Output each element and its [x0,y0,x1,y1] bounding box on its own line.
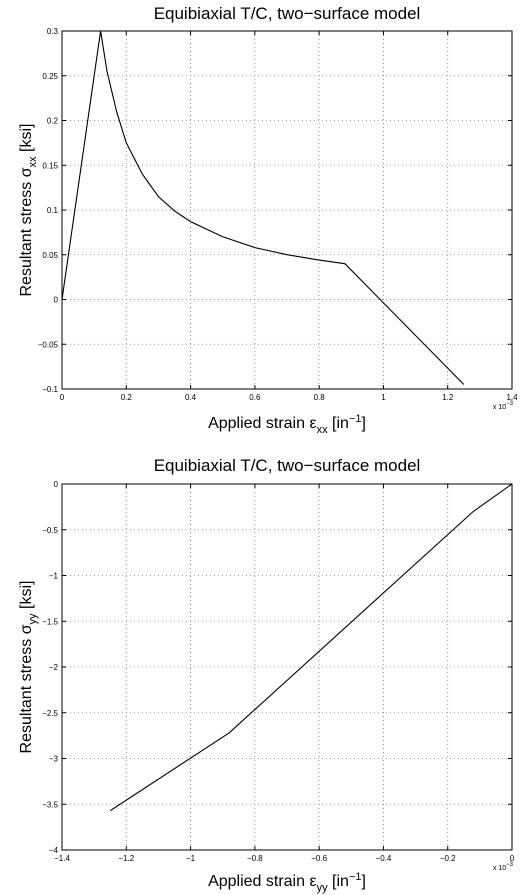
chart-1-y-tick-label: −0.05 [38,340,59,349]
chart-2-y-axis-label: Resultant stress σyy [ksi] [18,581,39,754]
chart-2-y-tick-label: −3.5 [42,800,58,809]
chart-1-y-tick-label: 0.1 [47,206,59,215]
chart-2-x-tick-label: −1 [186,854,196,863]
chart-1-x-tick-label: 0 [60,393,65,402]
chart-2-y-tick-label: −4 [49,846,59,855]
chart-1-y-axis-label: Resultant stress σxx [ksi] [18,124,39,297]
chart-1-y-tick-label: 0.25 [42,72,58,81]
chart-1-x-axis-label-unit: [in [328,415,349,432]
chart-1-y-axis-label-subscript: xx [27,156,39,168]
chart-1-x-multiplier-base: x 10 [493,404,506,411]
chart-1-y-tick-label: 0.2 [47,117,59,126]
chart-1-x-axis-label-superscript: −1 [349,413,362,425]
chart-2-x-tick-label: −1.4 [54,854,70,863]
chart-1-x-tick-label: 0.2 [121,393,133,402]
chart-2-x-multiplier-exponent: −3 [506,862,514,868]
chart-2-y-tick-label: −0.5 [42,526,58,535]
chart-2-y-tick-label: −1.5 [42,617,58,626]
chart-1-x-tick-label: 0.6 [249,393,261,402]
chart-1-y-tick-label: 0.15 [42,161,58,170]
chart-2-x-axis-label: Applied strain εyy [in−1] [208,871,366,894]
chart-1-y-tick-label: 0.05 [42,251,58,260]
chart-1-y-tick-label: −0.1 [42,385,58,394]
chart-1-x-axis-label-base: Applied strain ε [208,415,317,432]
chart-2-y-axis-label-base: Resultant stress σ [18,624,35,753]
chart-1-y-tick-label: 0.3 [47,27,59,36]
chart-1-series-line-1 [61,30,465,385]
chart-2-group: −1.4 −1.2 −1 −0.8 −0.6 −0.4 −0.2 0 −4 −3.5 −3 −2.5 −… [18,456,515,894]
chart-2-x-multiplier-base: x 10 [493,865,506,872]
chart-1-x-multiplier: x 10−3 [493,401,514,411]
chart-1-title: Equibiaxial T/C, two−surface model [154,4,421,23]
chart-2-x-tick-label: −0.2 [440,854,456,863]
chart-1-x-axis-label: Applied strain εxx [in−1] [208,413,366,436]
chart-2-x-tick-label: −0.8 [247,854,263,863]
chart-2-y-tick-label: 0 [54,480,59,489]
chart-2-x-tick-label: −0.4 [376,854,392,863]
chart-2-y-tick-label: −2.5 [42,709,58,718]
chart-2-title: Equibiaxial T/C, two−surface model [154,456,421,475]
chart-1-x-tick-label: 0.8 [314,393,326,402]
chart-2-y-tick-label: −2 [49,663,59,672]
chart-1-y-axis-label-unit: [ksi] [18,124,35,157]
chart-1-x-tick-label: 1.4 [506,393,518,402]
chart-1-x-axis-label-subscript: xx [317,424,329,436]
chart-1-x-tick-label: 1.2 [442,393,454,402]
chart-2-x-tick-label: 0 [510,854,515,863]
chart-1-y-tick-label: 0 [54,296,59,305]
chart-2-x-axis-label-base: Applied strain ε [208,873,317,890]
chart-1-group: 0 0.2 0.4 0.6 0.8 1 1.2 1.4 −0.1 −0.05 0 0.05 0.1 0.1… [18,4,518,436]
chart-1-x-axis-label-close: ] [361,415,365,432]
chart-2-x-tick-label: −0.6 [311,854,327,863]
chart-2-x-axis-label-subscript: yy [317,882,329,894]
chart-2-x-axis-label-superscript: −1 [349,871,362,883]
chart-2-y-tick-label: −1 [49,572,59,581]
chart-2-x-axis-label-unit: [in [328,873,349,890]
chart-2-y-axis-label-unit: [ksi] [18,581,35,614]
chart-1-x-tick-label: 0.4 [185,393,197,402]
chart-2-x-multiplier: x 10−3 [493,862,514,872]
chart-1-x-multiplier-exponent: −3 [506,401,514,407]
chart-2-x-axis-label-close: ] [361,873,365,890]
chart-2-x-tick-label: −1.2 [118,854,134,863]
chart-1-y-axis-label-base: Resultant stress σ [18,167,35,296]
chart-1-x-tick-label: 1 [381,393,386,402]
chart-2-y-axis-label-subscript: yy [27,613,39,625]
chart-2-series-line-1 [109,483,513,812]
chart-2-y-tick-label: −3 [49,755,59,764]
